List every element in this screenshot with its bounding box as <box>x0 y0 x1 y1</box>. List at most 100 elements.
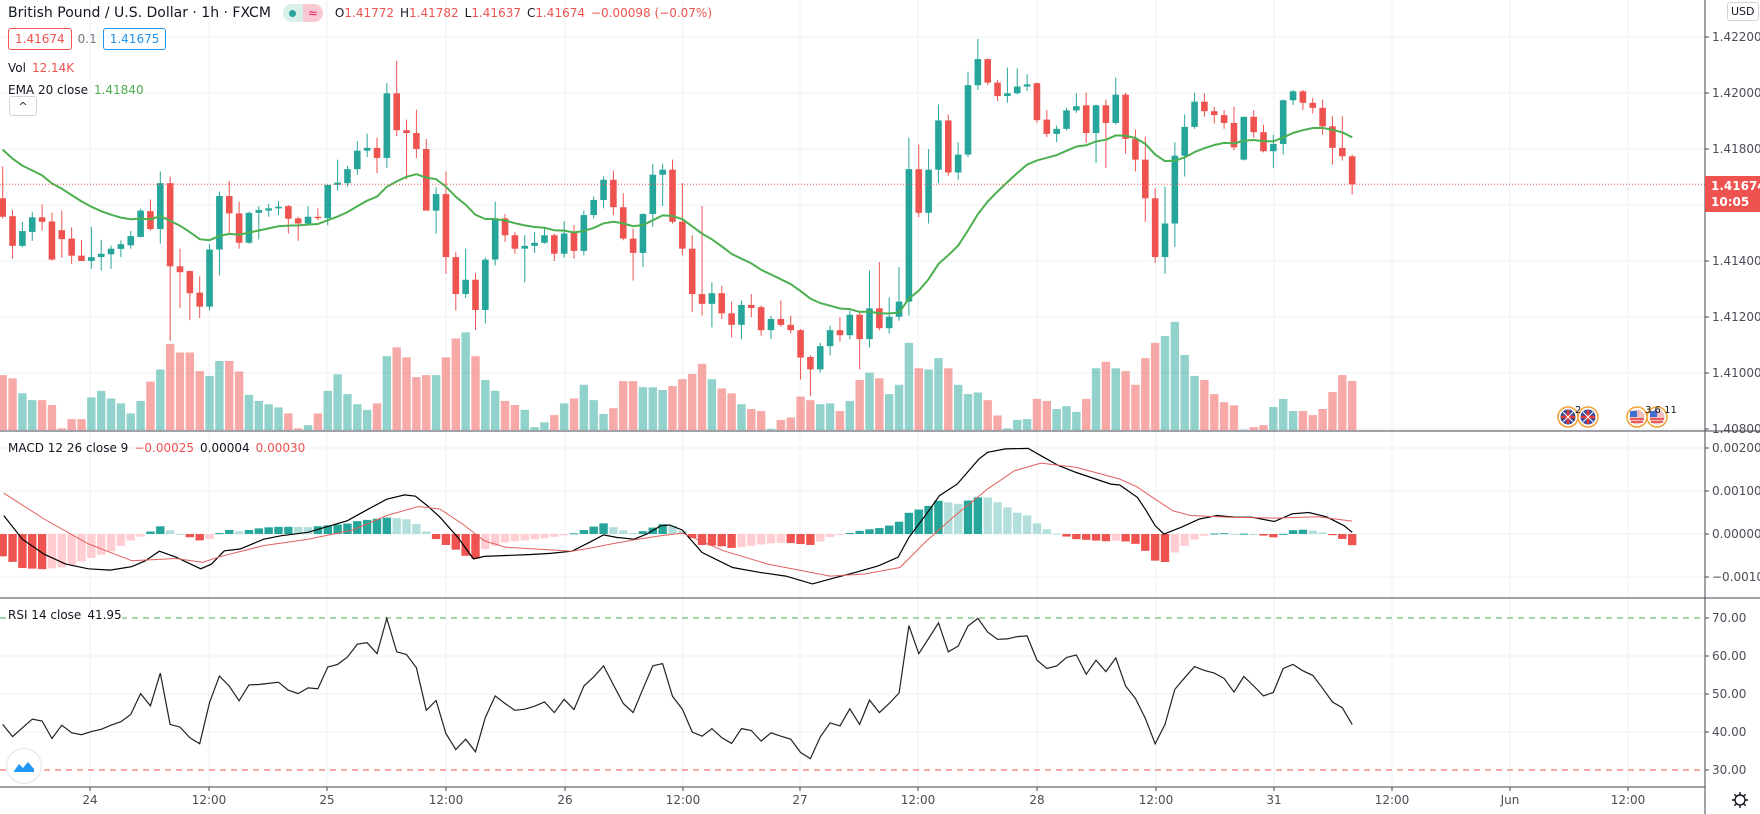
time-axis-tick[interactable]: 12:00 <box>1611 793 1646 807</box>
candlestick-series[interactable] <box>0 38 1356 397</box>
sell-button[interactable]: 1.41674 <box>8 28 72 50</box>
candle-body[interactable] <box>442 194 450 258</box>
candle-body[interactable] <box>334 182 341 185</box>
candle-body[interactable] <box>1023 84 1031 87</box>
time-axis-tick[interactable]: 12:00 <box>901 793 936 807</box>
time-axis-labels[interactable]: 24 12:00 25 12:00 26 12:00 27 12:00 28 12:00 31 12:… <box>82 787 1645 807</box>
candle-body[interactable] <box>383 93 391 158</box>
candle-body[interactable] <box>472 279 479 310</box>
cloud-sync-button[interactable] <box>6 748 42 784</box>
candle-body[interactable] <box>1063 110 1070 129</box>
candle-body[interactable] <box>1013 86 1021 94</box>
economic-events[interactable]: 2 3 6 11 <box>1557 405 1677 428</box>
delayed-data-icon[interactable]: ≈ <box>302 4 323 22</box>
candle-body[interactable] <box>895 301 903 317</box>
candle-body[interactable] <box>225 196 233 214</box>
candle-body[interactable] <box>255 210 263 213</box>
candle-body[interactable] <box>176 266 184 273</box>
candle-body[interactable] <box>482 259 489 310</box>
candle-body[interactable] <box>1339 147 1346 157</box>
price-axis-tick[interactable]: 1.41400 <box>1712 254 1760 268</box>
rsi-legend[interactable]: RSI 14 close 41.95 <box>8 608 122 622</box>
time-axis-tick[interactable]: Jun <box>1500 793 1520 807</box>
candle-body[interactable] <box>1073 106 1080 111</box>
candle-body[interactable] <box>846 314 854 336</box>
rsi-axis-tick[interactable]: 60.00 <box>1712 649 1746 663</box>
candle-body[interactable] <box>403 130 410 134</box>
price-axis-tick[interactable]: 1.42200 <box>1712 30 1760 44</box>
candle-body[interactable] <box>137 210 144 237</box>
candle-body[interactable] <box>432 194 440 211</box>
candle-body[interactable] <box>1230 122 1238 148</box>
candle-body[interactable] <box>1329 126 1336 148</box>
candle-body[interactable] <box>28 217 36 232</box>
candle-body[interactable] <box>551 235 558 254</box>
candle-body[interactable] <box>1240 116 1248 160</box>
candle-body[interactable] <box>816 346 824 370</box>
market-open-dot-icon[interactable] <box>282 4 303 22</box>
time-axis-tick[interactable]: 12:00 <box>1139 793 1174 807</box>
candle-body[interactable] <box>107 248 115 255</box>
candle-body[interactable] <box>1348 156 1356 185</box>
candle-body[interactable] <box>905 169 913 302</box>
candle-body[interactable] <box>954 154 962 173</box>
candle-body[interactable] <box>787 324 794 331</box>
candle-body[interactable] <box>639 213 647 253</box>
candle-body[interactable] <box>275 206 282 209</box>
candle-body[interactable] <box>186 271 194 294</box>
candle-body[interactable] <box>1004 93 1011 97</box>
candle-body[interactable] <box>748 304 755 309</box>
candle-body[interactable] <box>1171 155 1179 224</box>
candle-body[interactable] <box>1270 143 1277 152</box>
candle-body[interactable] <box>1309 102 1317 108</box>
candle-body[interactable] <box>600 179 607 200</box>
candle-body[interactable] <box>462 279 469 295</box>
candle-body[interactable] <box>206 249 213 307</box>
candle-body[interactable] <box>38 217 46 222</box>
macd-axis-tick[interactable]: −0.00100 <box>1712 570 1760 584</box>
candle-body[interactable] <box>698 294 706 304</box>
candle-body[interactable] <box>354 150 361 170</box>
price-axis-labels[interactable]: 1.42200 1.42000 1.41800 1.41400 1.41200 1.410… <box>1705 30 1760 777</box>
candle-body[interactable] <box>216 196 223 250</box>
time-axis-tick[interactable]: 12:00 <box>192 793 227 807</box>
candle-body[interactable] <box>285 206 292 219</box>
time-axis-tick[interactable]: 27 <box>792 793 807 807</box>
candle-body[interactable] <box>422 149 430 211</box>
candle-body[interactable] <box>1112 94 1120 123</box>
candle-body[interactable] <box>1201 101 1208 112</box>
candle-body[interactable] <box>235 213 243 243</box>
candle-body[interactable] <box>196 292 203 307</box>
candle-body[interactable] <box>994 82 1001 97</box>
candle-body[interactable] <box>570 232 578 251</box>
candle-body[interactable] <box>866 308 873 340</box>
candle-body[interactable] <box>1043 119 1051 134</box>
candle-body[interactable] <box>688 248 696 295</box>
candle-body[interactable] <box>1319 107 1326 127</box>
candle-body[interactable] <box>97 253 105 258</box>
candle-body[interactable] <box>708 293 716 304</box>
symbol-title[interactable]: British Pound / U.S. Dollar · 1h · FXCM <box>8 5 271 21</box>
candle-body[interactable] <box>925 169 932 213</box>
candle-body[interactable] <box>649 174 657 214</box>
candle-body[interactable] <box>1210 111 1218 116</box>
candle-body[interactable] <box>531 242 538 246</box>
candle-body[interactable] <box>19 231 26 246</box>
candle-body[interactable] <box>945 120 952 173</box>
price-axis-tick[interactable]: 1.41800 <box>1712 142 1760 156</box>
candle-body[interactable] <box>413 133 420 149</box>
candle-body[interactable] <box>659 169 666 175</box>
rsi-axis-tick[interactable]: 40.00 <box>1712 725 1746 739</box>
status-pills[interactable]: ≈ <box>282 4 323 22</box>
candle-body[interactable] <box>452 257 460 295</box>
settings-gear-icon[interactable] <box>1730 790 1750 810</box>
candle-body[interactable] <box>984 59 991 83</box>
candle-body[interactable] <box>797 330 804 358</box>
candle-body[interactable] <box>1082 105 1090 134</box>
candle-body[interactable] <box>1279 100 1287 144</box>
candle-body[interactable] <box>521 245 529 249</box>
candle-body[interactable] <box>964 85 972 155</box>
candle-body[interactable] <box>1161 223 1169 258</box>
candle-body[interactable] <box>629 238 637 253</box>
candle-body[interactable] <box>1220 115 1228 123</box>
